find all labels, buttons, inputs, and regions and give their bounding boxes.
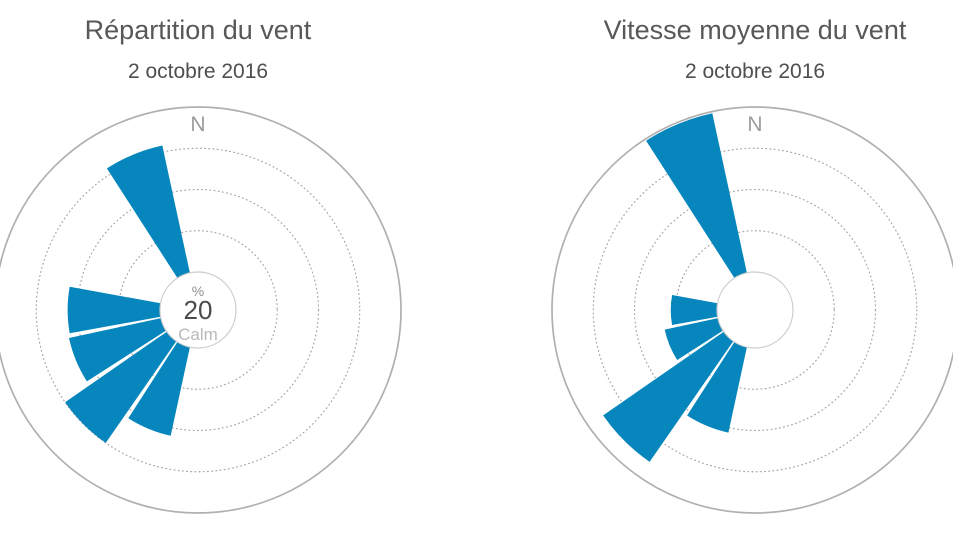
chart-title: Vitesse moyenne du vent	[603, 15, 907, 45]
windrose-plot-speed: N	[551, 106, 953, 514]
center-hole	[159, 271, 237, 349]
chart-title: Répartition du vent	[84, 15, 312, 45]
wind-sector-nnw[interactable]	[646, 113, 747, 278]
chart-subtitle: 2 octobre 2016	[127, 60, 269, 83]
wind-sector-sw[interactable]	[603, 331, 734, 462]
grid-ring-50	[633, 188, 877, 432]
outer-axis-ring	[0, 106, 402, 514]
wind-sector-w[interactable]	[67, 286, 161, 334]
wind-sector-ssw[interactable]	[687, 342, 747, 433]
wind-sector-ssw[interactable]	[128, 342, 190, 436]
center-value-label: 20	[184, 295, 213, 325]
grid-ring-75	[592, 147, 918, 473]
wind-sector-w[interactable]	[670, 295, 718, 325]
wind-sector-wsw[interactable]	[69, 318, 166, 382]
chart-subtitle: 2 octobre 2016	[684, 60, 826, 83]
grid-ring-75	[35, 147, 361, 473]
wind-speed-panel: Vitesse moyenne du vent 2 octobre 2016 N	[535, 0, 953, 536]
center-unit-label: %	[192, 283, 204, 299]
wind-distribution-panel: Répartition du vent 2 octobre 2016 N% 20 C…	[0, 0, 418, 536]
wind-sector-wsw[interactable]	[664, 318, 723, 360]
wind-sector-nnw[interactable]	[106, 145, 190, 279]
center-hole	[716, 271, 794, 349]
north-label: N	[747, 113, 762, 136]
center-calm-label: Calm	[178, 325, 218, 344]
north-label: N	[190, 113, 205, 136]
wind-sector-sw[interactable]	[65, 331, 177, 443]
outer-axis-ring	[551, 106, 953, 514]
